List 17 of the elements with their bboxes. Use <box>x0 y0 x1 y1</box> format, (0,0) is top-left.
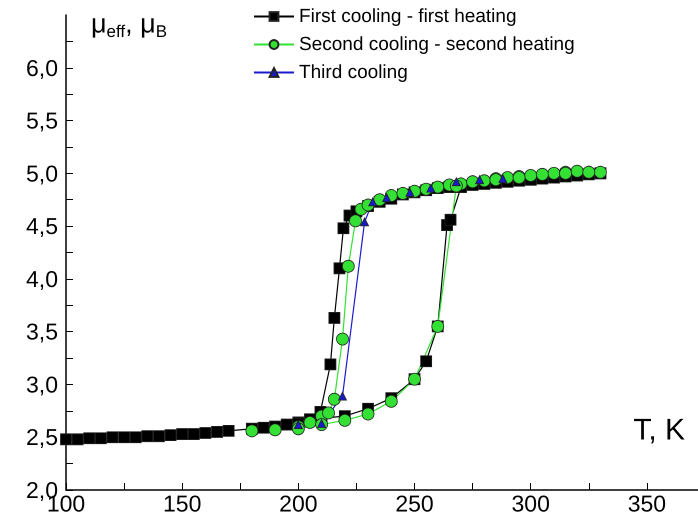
x-tick-label: 150 <box>162 490 202 516</box>
y-tick-label: 4,5 <box>26 213 58 240</box>
y-tick-label: 3,5 <box>26 318 58 345</box>
x-tick-label: 300 <box>512 490 550 516</box>
legend-label: Second cooling - second heating <box>299 34 575 55</box>
legend-label: First cooling - first heating <box>299 6 517 27</box>
legend-label: Third cooling <box>299 62 408 83</box>
y-tick-label: 2,5 <box>26 424 58 450</box>
x-tick-label: 350 <box>628 490 666 516</box>
x-tick-label: 200 <box>279 490 318 516</box>
y-tick-label: 5,5 <box>26 108 58 134</box>
y-tick-label: 6,0 <box>26 54 58 81</box>
y-tick-label: 4,0 <box>26 266 58 292</box>
x-axis-title: T, K <box>633 414 686 446</box>
y-tick-label: 3,0 <box>26 371 58 398</box>
x-tick-label: 250 <box>395 490 434 516</box>
y-tick-label: 5,0 <box>26 160 58 186</box>
